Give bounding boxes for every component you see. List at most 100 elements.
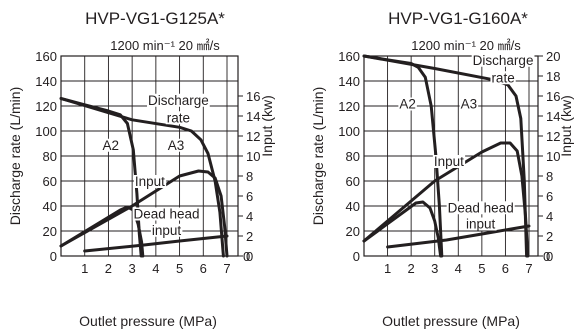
y-left-tick-label: 0 bbox=[353, 249, 360, 264]
y-right-tick-label: 20 bbox=[546, 49, 560, 64]
dead-head-input-line bbox=[83, 234, 229, 253]
x-axis-label: Outlet pressure (MPa) bbox=[79, 313, 217, 329]
x-tick-label: 6 bbox=[200, 261, 207, 276]
chart-panel-2: HVP-VG1-G160A*1200 min⁻¹ 20 ㎟/s1 2 3 4 5 6 700… bbox=[310, 9, 574, 329]
x-zero-label: 0 bbox=[243, 249, 250, 264]
y-right-tick-label: 16 bbox=[546, 89, 560, 104]
y-right-tick-label: 8 bbox=[546, 169, 553, 184]
discharge-curve-a3 bbox=[59, 97, 225, 258]
x-tick-label: 7 bbox=[223, 261, 230, 276]
y-left-tick-label: 140 bbox=[35, 74, 57, 89]
input-curve-a2 bbox=[362, 200, 443, 258]
x-tick-label: 5 bbox=[478, 261, 485, 276]
annotation-backing bbox=[166, 138, 186, 152]
chart-annotation: Dead head bbox=[448, 200, 514, 215]
annotation-backing bbox=[490, 71, 516, 85]
chart-title: HVP-VG1-G160A* bbox=[388, 9, 528, 28]
y-left-tick-label: 80 bbox=[43, 149, 57, 164]
annotation-backing bbox=[146, 93, 210, 107]
annotation-backing bbox=[465, 217, 497, 231]
y-left-tick-label: 40 bbox=[346, 199, 360, 214]
operating-condition: 1200 min⁻¹ 20 ㎟/s bbox=[411, 38, 521, 53]
annotation-backing bbox=[471, 53, 535, 67]
x-zero-label: 0 bbox=[543, 249, 550, 264]
y-right-tick-label: 12 bbox=[546, 129, 560, 144]
x-tick-label: 6 bbox=[502, 261, 509, 276]
grid bbox=[61, 56, 238, 256]
chart-annotation: rate bbox=[167, 110, 190, 125]
annotation-backing bbox=[398, 97, 417, 111]
chart-annotation: A3 bbox=[461, 97, 478, 112]
chart-annotation: rate bbox=[491, 70, 514, 85]
y-left-tick-label: 0 bbox=[50, 249, 57, 264]
y-right-tick-label: 4 bbox=[246, 209, 253, 224]
y-left-tick-label: 60 bbox=[43, 174, 57, 189]
annotation-backing bbox=[165, 111, 192, 125]
y-right-tick-label: 14 bbox=[546, 109, 560, 124]
chart-annotation: input bbox=[152, 223, 182, 238]
y-left-tick-label: 100 bbox=[35, 124, 57, 139]
chart-annotation: Input bbox=[434, 154, 464, 169]
chart-panel-1: HVP-VG1-G125A*1200 min⁻¹ 20 ㎟/s1 2 3 4 5 6 700… bbox=[7, 9, 275, 329]
annotation-backing bbox=[459, 97, 479, 111]
y-right-tick-label: 0 bbox=[246, 249, 253, 264]
chart-annotation: input bbox=[466, 217, 496, 232]
y-left-tick-label: 120 bbox=[338, 99, 360, 114]
x-axis-label: Outlet pressure (MPa) bbox=[382, 313, 520, 329]
annotation-backing bbox=[432, 155, 466, 168]
y-right-tick-label: 12 bbox=[246, 129, 260, 144]
y-right-axis-label: Input (kw) bbox=[558, 95, 574, 156]
x-tick-label: 1 bbox=[384, 261, 391, 276]
x-tick-label: 3 bbox=[431, 261, 438, 276]
input-curve bbox=[59, 169, 229, 258]
annotation-backing bbox=[132, 207, 201, 221]
y-right-tick-label: 0 bbox=[546, 249, 553, 264]
y-right-tick-label: 10 bbox=[246, 149, 260, 164]
annotation-backing bbox=[101, 138, 121, 152]
y-left-tick-label: 120 bbox=[35, 99, 57, 114]
x-tick-label: 4 bbox=[152, 261, 159, 276]
operating-condition: 1200 min⁻¹ 20 ㎟/s bbox=[110, 38, 220, 53]
discharge-curve-a2 bbox=[59, 97, 143, 258]
chart-annotation: Discharge bbox=[148, 93, 209, 108]
y-left-tick-label: 60 bbox=[346, 174, 360, 189]
y-right-tick-label: 6 bbox=[546, 189, 553, 204]
x-tick-label: 2 bbox=[408, 261, 415, 276]
y-right-tick-label: 10 bbox=[546, 149, 560, 164]
chart-title: HVP-VG1-G125A* bbox=[85, 9, 225, 28]
x-tick-label: 3 bbox=[129, 261, 136, 276]
y-right-tick-label: 2 bbox=[546, 229, 553, 244]
y-left-axis-label: Discharge rate (L/min) bbox=[7, 87, 23, 226]
y-left-tick-label: 80 bbox=[346, 149, 360, 164]
chart-annotation: Discharge bbox=[473, 53, 534, 68]
y-right-tick-label: 8 bbox=[246, 169, 253, 184]
y-right-tick-label: 18 bbox=[546, 69, 560, 84]
y-right-axis-label: Input (kw) bbox=[259, 95, 275, 156]
x-tick-label: 5 bbox=[176, 261, 183, 276]
y-right-tick-label: 14 bbox=[246, 109, 260, 124]
x-tick-label: 2 bbox=[105, 261, 112, 276]
x-tick-label: 4 bbox=[455, 261, 462, 276]
y-left-tick-label: 40 bbox=[43, 199, 57, 214]
x-tick-label: 1 bbox=[81, 261, 88, 276]
discharge-curve-a3 bbox=[362, 54, 529, 258]
chart-annotation: A2 bbox=[103, 138, 120, 153]
input-curve bbox=[362, 141, 530, 258]
dead-head-input-line bbox=[386, 224, 531, 249]
y-left-tick-label: 20 bbox=[43, 224, 57, 239]
y-right-tick-label: 6 bbox=[246, 189, 253, 204]
y-left-tick-label: 160 bbox=[338, 49, 360, 64]
y-right-tick-label: 2 bbox=[246, 229, 253, 244]
y-left-tick-label: 140 bbox=[338, 74, 360, 89]
y-left-tick-label: 160 bbox=[35, 49, 57, 64]
annotation-backing bbox=[150, 223, 183, 237]
y-left-tick-label: 20 bbox=[346, 224, 360, 239]
chart-annotation: Dead head bbox=[133, 207, 199, 222]
y-left-tick-label: 100 bbox=[338, 124, 360, 139]
y-right-tick-label: 4 bbox=[546, 209, 553, 224]
annotation-backing bbox=[133, 175, 167, 188]
chart-annotation: A3 bbox=[168, 138, 185, 153]
y-left-axis-label: Discharge rate (L/min) bbox=[310, 87, 326, 226]
chart-annotation: Input bbox=[135, 174, 165, 189]
